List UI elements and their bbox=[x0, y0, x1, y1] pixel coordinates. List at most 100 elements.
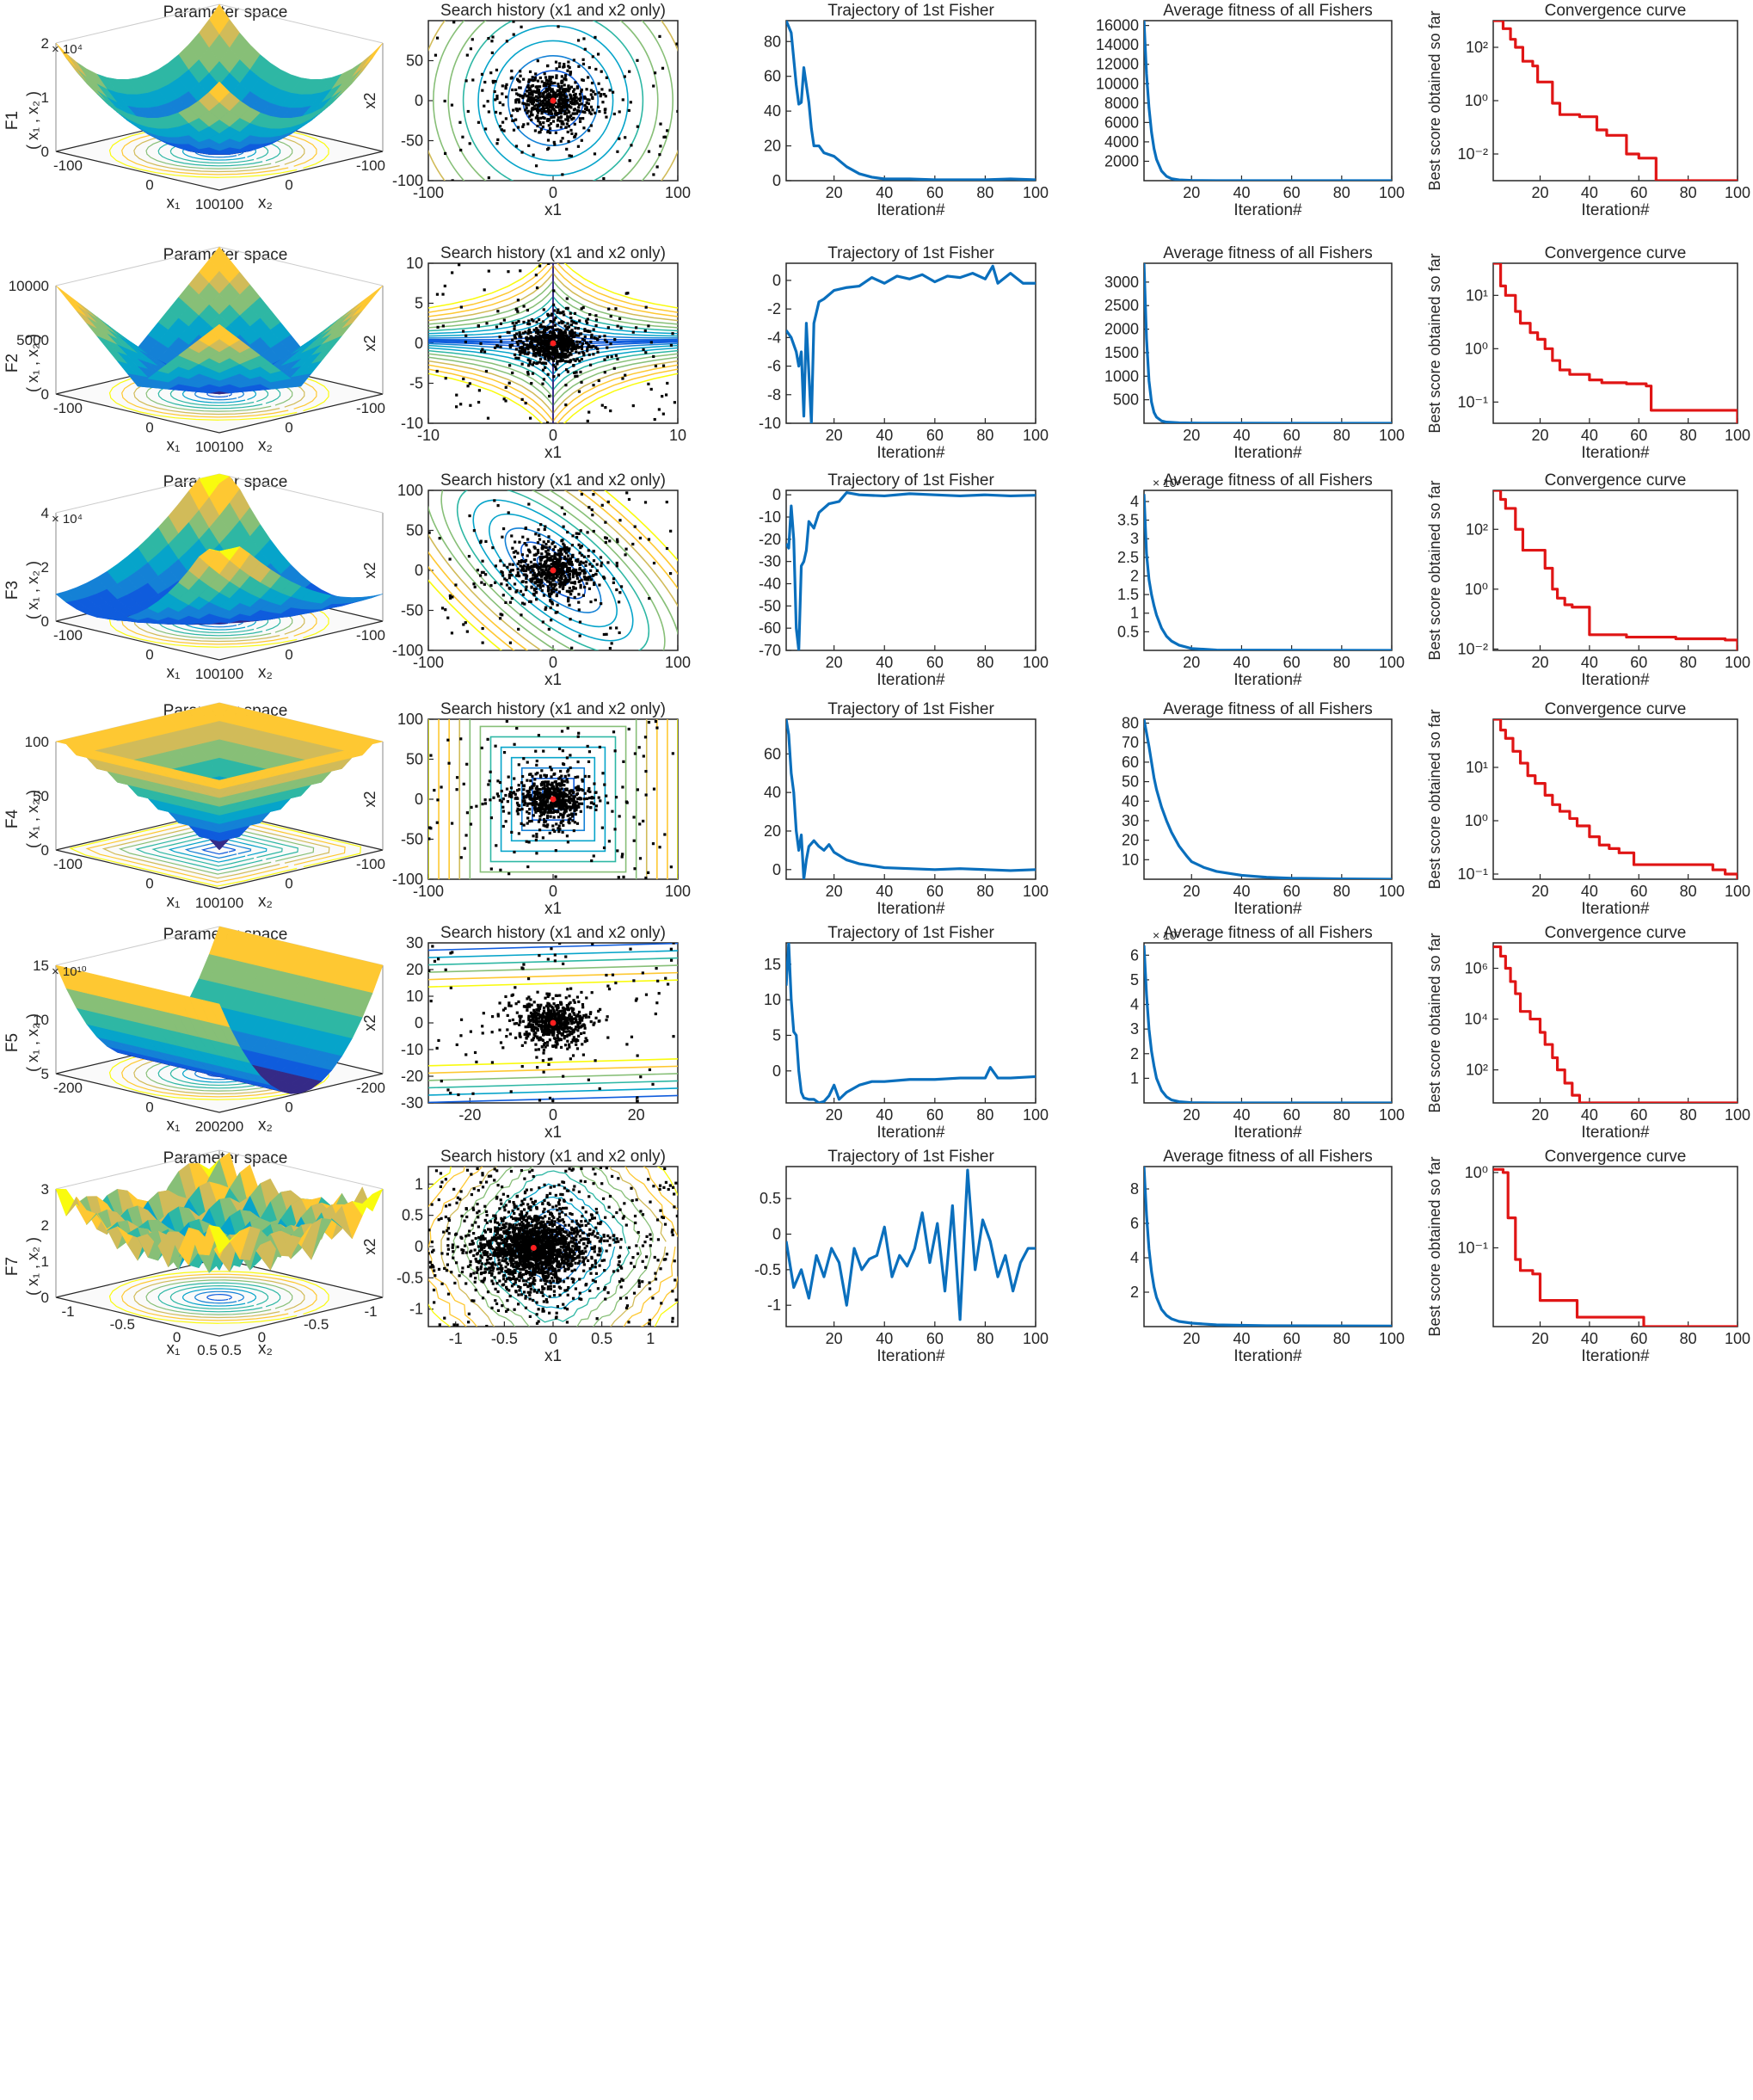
search-point bbox=[438, 537, 441, 540]
search-point bbox=[548, 576, 551, 580]
search-point bbox=[546, 119, 550, 122]
search-point bbox=[629, 101, 632, 104]
search-point bbox=[521, 580, 525, 583]
search-point bbox=[568, 822, 571, 825]
x1-tick-label: -100 bbox=[53, 627, 83, 644]
search-point bbox=[618, 815, 621, 818]
axes-box bbox=[1492, 490, 1738, 651]
search-point bbox=[557, 337, 560, 342]
search-point bbox=[534, 72, 538, 76]
search-point bbox=[585, 101, 588, 104]
search-point bbox=[489, 583, 493, 588]
search-point bbox=[569, 577, 572, 581]
search-point bbox=[603, 338, 607, 342]
search-point bbox=[538, 815, 542, 818]
search-point bbox=[513, 777, 516, 780]
search-point bbox=[526, 103, 530, 107]
search-point bbox=[498, 780, 502, 785]
search-point bbox=[643, 736, 648, 739]
search-point bbox=[507, 381, 511, 385]
search-point bbox=[538, 108, 541, 113]
search-point bbox=[483, 80, 487, 84]
search-point bbox=[568, 567, 571, 570]
y-tick-label: 60 bbox=[764, 745, 781, 762]
search-point bbox=[560, 357, 563, 361]
search-point bbox=[536, 361, 539, 365]
search-point bbox=[569, 115, 572, 119]
search-point bbox=[557, 566, 560, 570]
surface-patch bbox=[209, 548, 230, 552]
search-point bbox=[550, 804, 554, 808]
search-point bbox=[538, 99, 542, 102]
search-point bbox=[548, 83, 551, 86]
search-point bbox=[542, 325, 545, 329]
search-point bbox=[538, 103, 541, 107]
search-point bbox=[589, 806, 593, 810]
search-point bbox=[572, 799, 575, 803]
search-point bbox=[557, 579, 561, 582]
z-tick-label: 5000 bbox=[16, 332, 49, 348]
search-point bbox=[657, 408, 661, 411]
search-point bbox=[511, 321, 514, 325]
x-axis-label: Iteration# bbox=[1581, 201, 1650, 219]
search-point bbox=[578, 99, 581, 102]
search-point bbox=[566, 370, 569, 373]
search-point bbox=[561, 539, 564, 542]
search-point bbox=[563, 512, 567, 516]
search-point bbox=[547, 340, 551, 344]
search-point bbox=[554, 328, 558, 332]
y-tick-label: 2500 bbox=[1104, 297, 1139, 314]
search-point bbox=[536, 117, 540, 120]
x1-axis-label: x₁ bbox=[167, 663, 181, 681]
x-tick-label: 80 bbox=[976, 654, 993, 671]
search-point bbox=[551, 349, 555, 353]
search-point bbox=[595, 563, 599, 566]
search-point bbox=[527, 89, 531, 92]
axis-edge bbox=[218, 246, 384, 286]
search-point bbox=[532, 348, 536, 353]
x-tick-label: 0 bbox=[549, 184, 557, 201]
search-point bbox=[666, 129, 669, 132]
search-point bbox=[576, 557, 580, 562]
search-point bbox=[586, 349, 589, 353]
search-point bbox=[498, 617, 502, 620]
search-point bbox=[580, 89, 583, 93]
search-point bbox=[572, 828, 575, 833]
search-point bbox=[520, 151, 524, 154]
search-point bbox=[510, 534, 514, 538]
search-point bbox=[637, 746, 641, 749]
panel-title: Convergence curve bbox=[1545, 244, 1687, 262]
search-point bbox=[563, 562, 568, 565]
search-point bbox=[568, 587, 572, 590]
search-point bbox=[573, 88, 576, 91]
search-point bbox=[574, 92, 577, 96]
search-point bbox=[513, 850, 516, 854]
search-point bbox=[589, 340, 593, 344]
search-point bbox=[495, 792, 499, 796]
search-point bbox=[544, 575, 548, 578]
search-point bbox=[539, 116, 543, 120]
x1-tick-label: -100 bbox=[53, 157, 83, 174]
search-point bbox=[592, 574, 595, 577]
search-point bbox=[557, 335, 561, 338]
search-point bbox=[582, 354, 586, 357]
search-point bbox=[544, 103, 548, 107]
search-point bbox=[548, 594, 552, 598]
search-point bbox=[481, 626, 484, 631]
search-point bbox=[523, 348, 526, 352]
search-point bbox=[495, 142, 499, 145]
search-point bbox=[484, 369, 489, 373]
search-point bbox=[580, 802, 584, 805]
search-point bbox=[526, 85, 530, 89]
search-point bbox=[540, 361, 544, 365]
search-point bbox=[594, 791, 597, 794]
z-tick-label: 0 bbox=[41, 842, 49, 859]
search-point bbox=[526, 322, 530, 326]
search-point bbox=[541, 334, 545, 337]
search-point bbox=[644, 305, 648, 309]
search-point bbox=[652, 787, 656, 791]
search-point bbox=[572, 321, 575, 324]
search-point bbox=[540, 573, 544, 577]
